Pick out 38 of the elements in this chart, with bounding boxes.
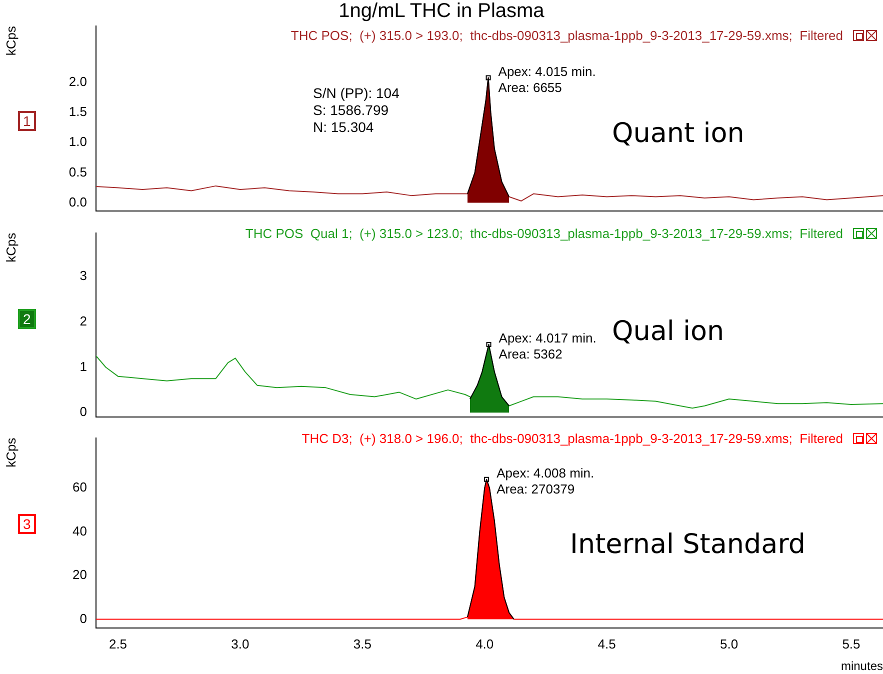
y-tick-label: 60 — [72, 480, 87, 495]
annotation: THC POS Qual 1; (+) 315.0 > 123.0; thc-dbs-090313_plasma-1ppb_9-3-2013_17-29-59.xms; Filtered — [245, 226, 843, 242]
y-axis-title: kCps — [3, 26, 18, 56]
text: 1 — [18, 111, 36, 131]
x-axis-title: minutes — [840, 659, 883, 674]
text: 3 — [18, 514, 36, 534]
x-tick-label: 3.0 — [231, 636, 250, 652]
y-tick-label: 40 — [72, 523, 87, 538]
annotation: Apex: 4.017 min. Area: 5362 — [498, 330, 596, 362]
annotation: Internal Standard — [570, 529, 806, 562]
annotation: S/N (PP): 104 S: 1586.799 N: 15.304 — [313, 85, 400, 136]
annotation: THC POS; (+) 315.0 > 193.0; thc-dbs-090313_plasma-1ppb_9-3-2013_17-29-59.xms; Filtered — [290, 28, 843, 44]
y-tick-label: 2.0 — [68, 74, 87, 90]
x-tick-label: 5.5 — [842, 636, 860, 652]
y-axis-title: kCps — [3, 232, 18, 262]
y-tick-label: 0.0 — [68, 194, 87, 210]
y-tick-label: 1.0 — [68, 134, 87, 150]
x-tick-label: 4.0 — [476, 636, 494, 652]
x-tick-label: 3.5 — [353, 636, 372, 652]
annotation: Apex: 4.015 min. Area: 6655 — [498, 64, 596, 95]
x-tick-label: 4.5 — [598, 636, 616, 652]
y-tick-label: 3 — [80, 268, 87, 283]
annotation: Quant ion — [612, 118, 744, 150]
x-tick-label: 5.0 — [720, 636, 738, 652]
x-tick-label: 2.5 — [108, 636, 128, 652]
y-tick-label: 0 — [80, 610, 87, 626]
y-axis-title: kCps — [3, 437, 18, 468]
y-tick-label: 0.5 — [68, 164, 87, 180]
y-tick-label: 1 — [80, 358, 87, 374]
annotation: Qual ion — [612, 316, 724, 348]
y-tick-label: 1.5 — [68, 104, 87, 120]
y-tick-label: 0 — [80, 404, 87, 420]
annotation: THC D3; (+) 318.0 > 196.0; thc-dbs-090313_plasma-1ppb_9-3-2013_17-29-59.xms; Filtered — [302, 431, 843, 447]
y-tick-label: 2 — [80, 313, 87, 328]
text: 2 — [18, 309, 36, 329]
y-tick-label: 20 — [72, 567, 87, 582]
chart-title: 1ng/mL THC in Plasma — [338, 0, 546, 23]
annotation: Apex: 4.008 min. Area: 270379 — [496, 465, 594, 496]
